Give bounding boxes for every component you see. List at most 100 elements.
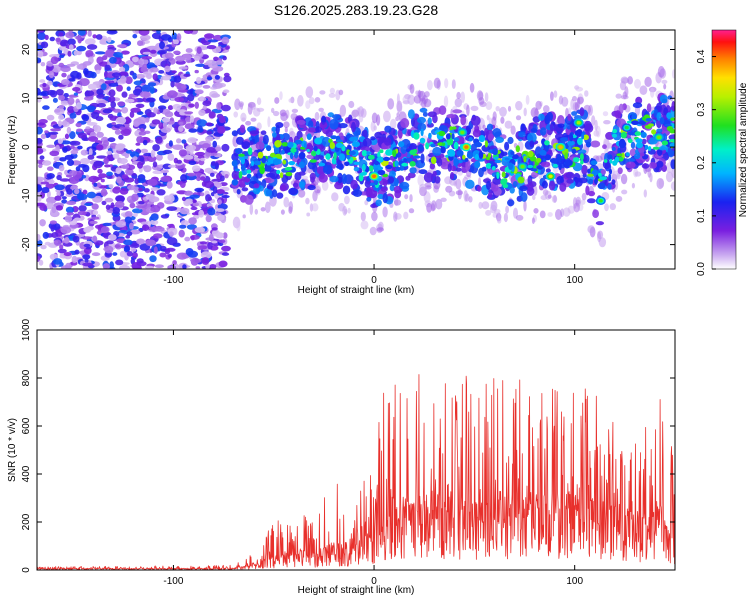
halo-blob — [232, 135, 236, 147]
halo-blob — [318, 107, 325, 112]
noise-blob — [70, 145, 75, 149]
noise-blob — [106, 150, 113, 155]
band-blob — [617, 167, 623, 175]
core-blob — [558, 163, 562, 171]
band-blob — [487, 133, 494, 142]
core-blob — [611, 133, 618, 138]
core-blob — [238, 153, 245, 157]
halo-blob — [284, 126, 288, 133]
noise-blob — [97, 168, 103, 174]
core-blob — [430, 156, 437, 165]
halo-blob — [396, 112, 400, 118]
noise-blob — [176, 252, 188, 260]
noise-blob — [201, 143, 211, 149]
core-blob — [481, 166, 487, 172]
noise-blob — [42, 82, 47, 88]
band-blob — [351, 121, 356, 133]
noise-blob — [54, 195, 62, 201]
band-blob — [452, 109, 463, 114]
halo-blob — [615, 195, 623, 202]
noise-blob — [209, 172, 215, 177]
noise-blob — [64, 154, 75, 160]
noise-blob — [120, 75, 127, 84]
noise-blob — [201, 257, 210, 265]
noise-blob — [129, 111, 135, 118]
core-blob — [494, 159, 502, 164]
noise-blob — [125, 150, 132, 154]
halo-blob — [621, 189, 628, 195]
noise-blob — [149, 86, 155, 94]
noise-blob — [60, 39, 69, 47]
noise-blob — [67, 50, 72, 57]
core-blob — [642, 116, 646, 121]
noise-blob — [172, 260, 177, 265]
band-blob — [627, 158, 635, 162]
core-blob — [403, 158, 408, 163]
noise-blob — [47, 89, 56, 96]
band-blob — [364, 179, 372, 188]
noise-blob — [215, 208, 225, 213]
noise-blob — [207, 242, 213, 250]
noise-blob — [61, 196, 67, 200]
noise-blob — [149, 255, 157, 263]
core-blob — [638, 121, 646, 125]
band-blob — [355, 130, 361, 136]
noise-blob — [107, 83, 119, 87]
noise-blob — [72, 87, 81, 92]
noise-blob — [50, 224, 55, 232]
noise-blob — [158, 122, 164, 130]
y-tick-label: 400 — [21, 465, 32, 482]
band-blob — [272, 189, 278, 198]
band-blob — [517, 156, 522, 165]
noise-blob — [37, 147, 44, 155]
figure-title: S126.2025.283.19.23.G28 — [274, 2, 438, 18]
noise-blob — [202, 100, 212, 107]
core-blob — [253, 160, 262, 166]
halo-blob — [584, 90, 589, 97]
noise-blob — [40, 191, 45, 199]
band-blob — [465, 159, 471, 171]
halo-blob — [507, 105, 512, 112]
core-blob — [257, 151, 264, 159]
band-blob — [526, 182, 534, 192]
band-blob — [407, 109, 415, 119]
noise-blob — [210, 161, 216, 166]
halo-blob — [273, 110, 280, 117]
halo-blob — [515, 100, 523, 111]
noise-blob — [182, 53, 192, 61]
noise-blob — [215, 146, 222, 152]
band-blob — [309, 172, 316, 180]
noise-blob — [56, 174, 62, 181]
core-blob — [504, 157, 510, 161]
halo-blob — [594, 119, 598, 131]
halo-blob — [603, 120, 611, 125]
band-blob — [549, 123, 554, 132]
core-blob — [582, 134, 590, 141]
halo-blob — [634, 78, 641, 89]
y-tick-label: -20 — [21, 237, 32, 252]
noise-blob — [127, 184, 136, 191]
noise-blob — [83, 227, 92, 233]
halo-blob — [542, 189, 549, 196]
core-blob — [335, 139, 343, 143]
noise-blob — [132, 56, 139, 63]
band-blob — [272, 131, 277, 138]
noise-blob — [109, 56, 117, 64]
band-blob — [566, 178, 574, 184]
core-blob — [289, 152, 294, 160]
noise-blob — [69, 112, 77, 119]
noise-blob — [97, 100, 109, 104]
core-blob — [376, 156, 384, 163]
halo-blob — [264, 201, 271, 214]
noise-blob — [151, 32, 163, 40]
halo-blob — [339, 104, 347, 117]
halo-blob — [455, 178, 462, 190]
noise-blob — [194, 226, 206, 233]
noise-blob — [211, 240, 218, 244]
halo-blob — [360, 211, 366, 222]
core-blob — [609, 168, 612, 175]
core-blob — [536, 166, 543, 170]
noise-blob — [75, 166, 81, 172]
noise-blob — [56, 191, 61, 197]
core-blob — [368, 165, 374, 172]
